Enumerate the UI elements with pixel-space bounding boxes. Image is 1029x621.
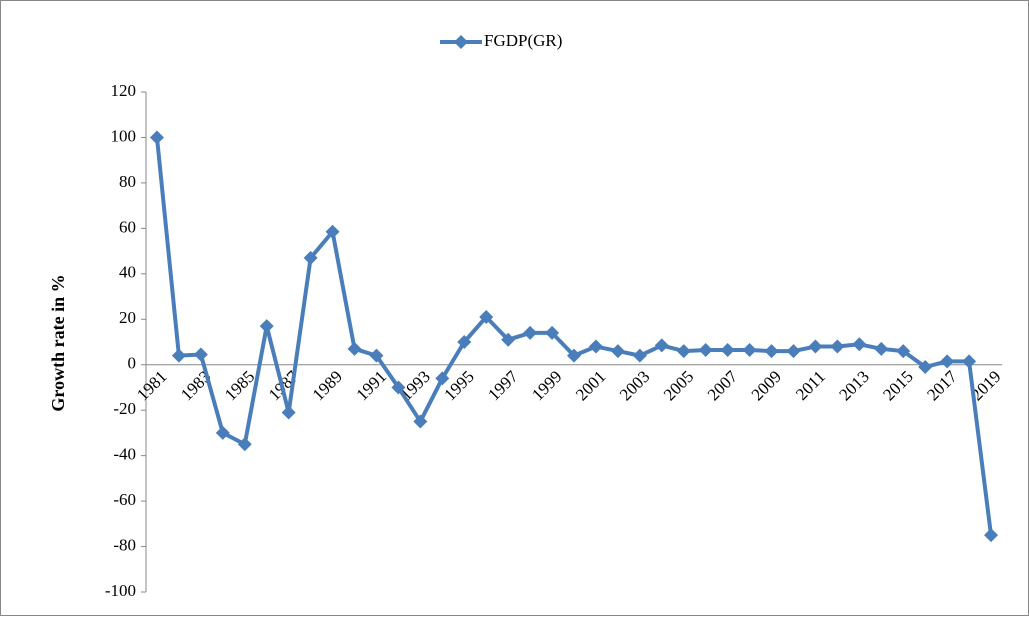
marker (545, 325, 560, 340)
marker (742, 342, 757, 357)
marker (830, 339, 845, 354)
marker (918, 360, 933, 374)
marker (171, 348, 186, 363)
marker (501, 332, 516, 347)
marker (808, 339, 823, 354)
y-tick-label: -80 (113, 535, 136, 554)
marker (588, 339, 603, 354)
marker (347, 341, 362, 356)
marker (435, 371, 450, 386)
marker (281, 405, 296, 420)
y-tick-label: 0 (128, 354, 137, 373)
y-axis-title: Growth rate in % (48, 274, 68, 411)
marker (193, 347, 208, 362)
marker (303, 250, 318, 265)
marker (984, 528, 999, 543)
marker (896, 344, 911, 359)
marker (786, 344, 801, 359)
y-tick-label: 60 (119, 217, 136, 236)
marker (962, 354, 977, 369)
marker (413, 414, 428, 429)
marker (720, 342, 735, 357)
y-tick-label: 100 (111, 126, 137, 145)
marker (676, 344, 691, 359)
legend-marker (454, 35, 468, 49)
marker (479, 310, 494, 324)
marker (215, 425, 230, 440)
y-tick-label: 20 (119, 308, 136, 327)
marker (852, 337, 867, 352)
marker (698, 342, 713, 357)
y-tick-label: -100 (105, 581, 136, 600)
marker (567, 348, 581, 363)
marker (764, 344, 779, 359)
marker (940, 354, 955, 369)
marker (523, 325, 538, 340)
marker (610, 344, 625, 359)
marker (259, 319, 274, 334)
legend-label: FGDP(GR) (484, 31, 562, 50)
marker (457, 335, 472, 349)
marker (874, 341, 889, 356)
y-tick-label: 40 (119, 263, 136, 282)
marker (654, 338, 669, 353)
y-tick-label: 120 (111, 81, 137, 100)
marker (149, 130, 164, 145)
marker (391, 380, 406, 395)
marker (632, 348, 647, 363)
y-tick-label: -20 (113, 399, 136, 418)
marker (325, 224, 340, 239)
y-tick-label: 80 (119, 172, 136, 191)
marker (369, 348, 384, 363)
y-tick-label: -60 (113, 490, 136, 509)
y-tick-label: -40 (113, 445, 136, 464)
marker (237, 437, 252, 452)
